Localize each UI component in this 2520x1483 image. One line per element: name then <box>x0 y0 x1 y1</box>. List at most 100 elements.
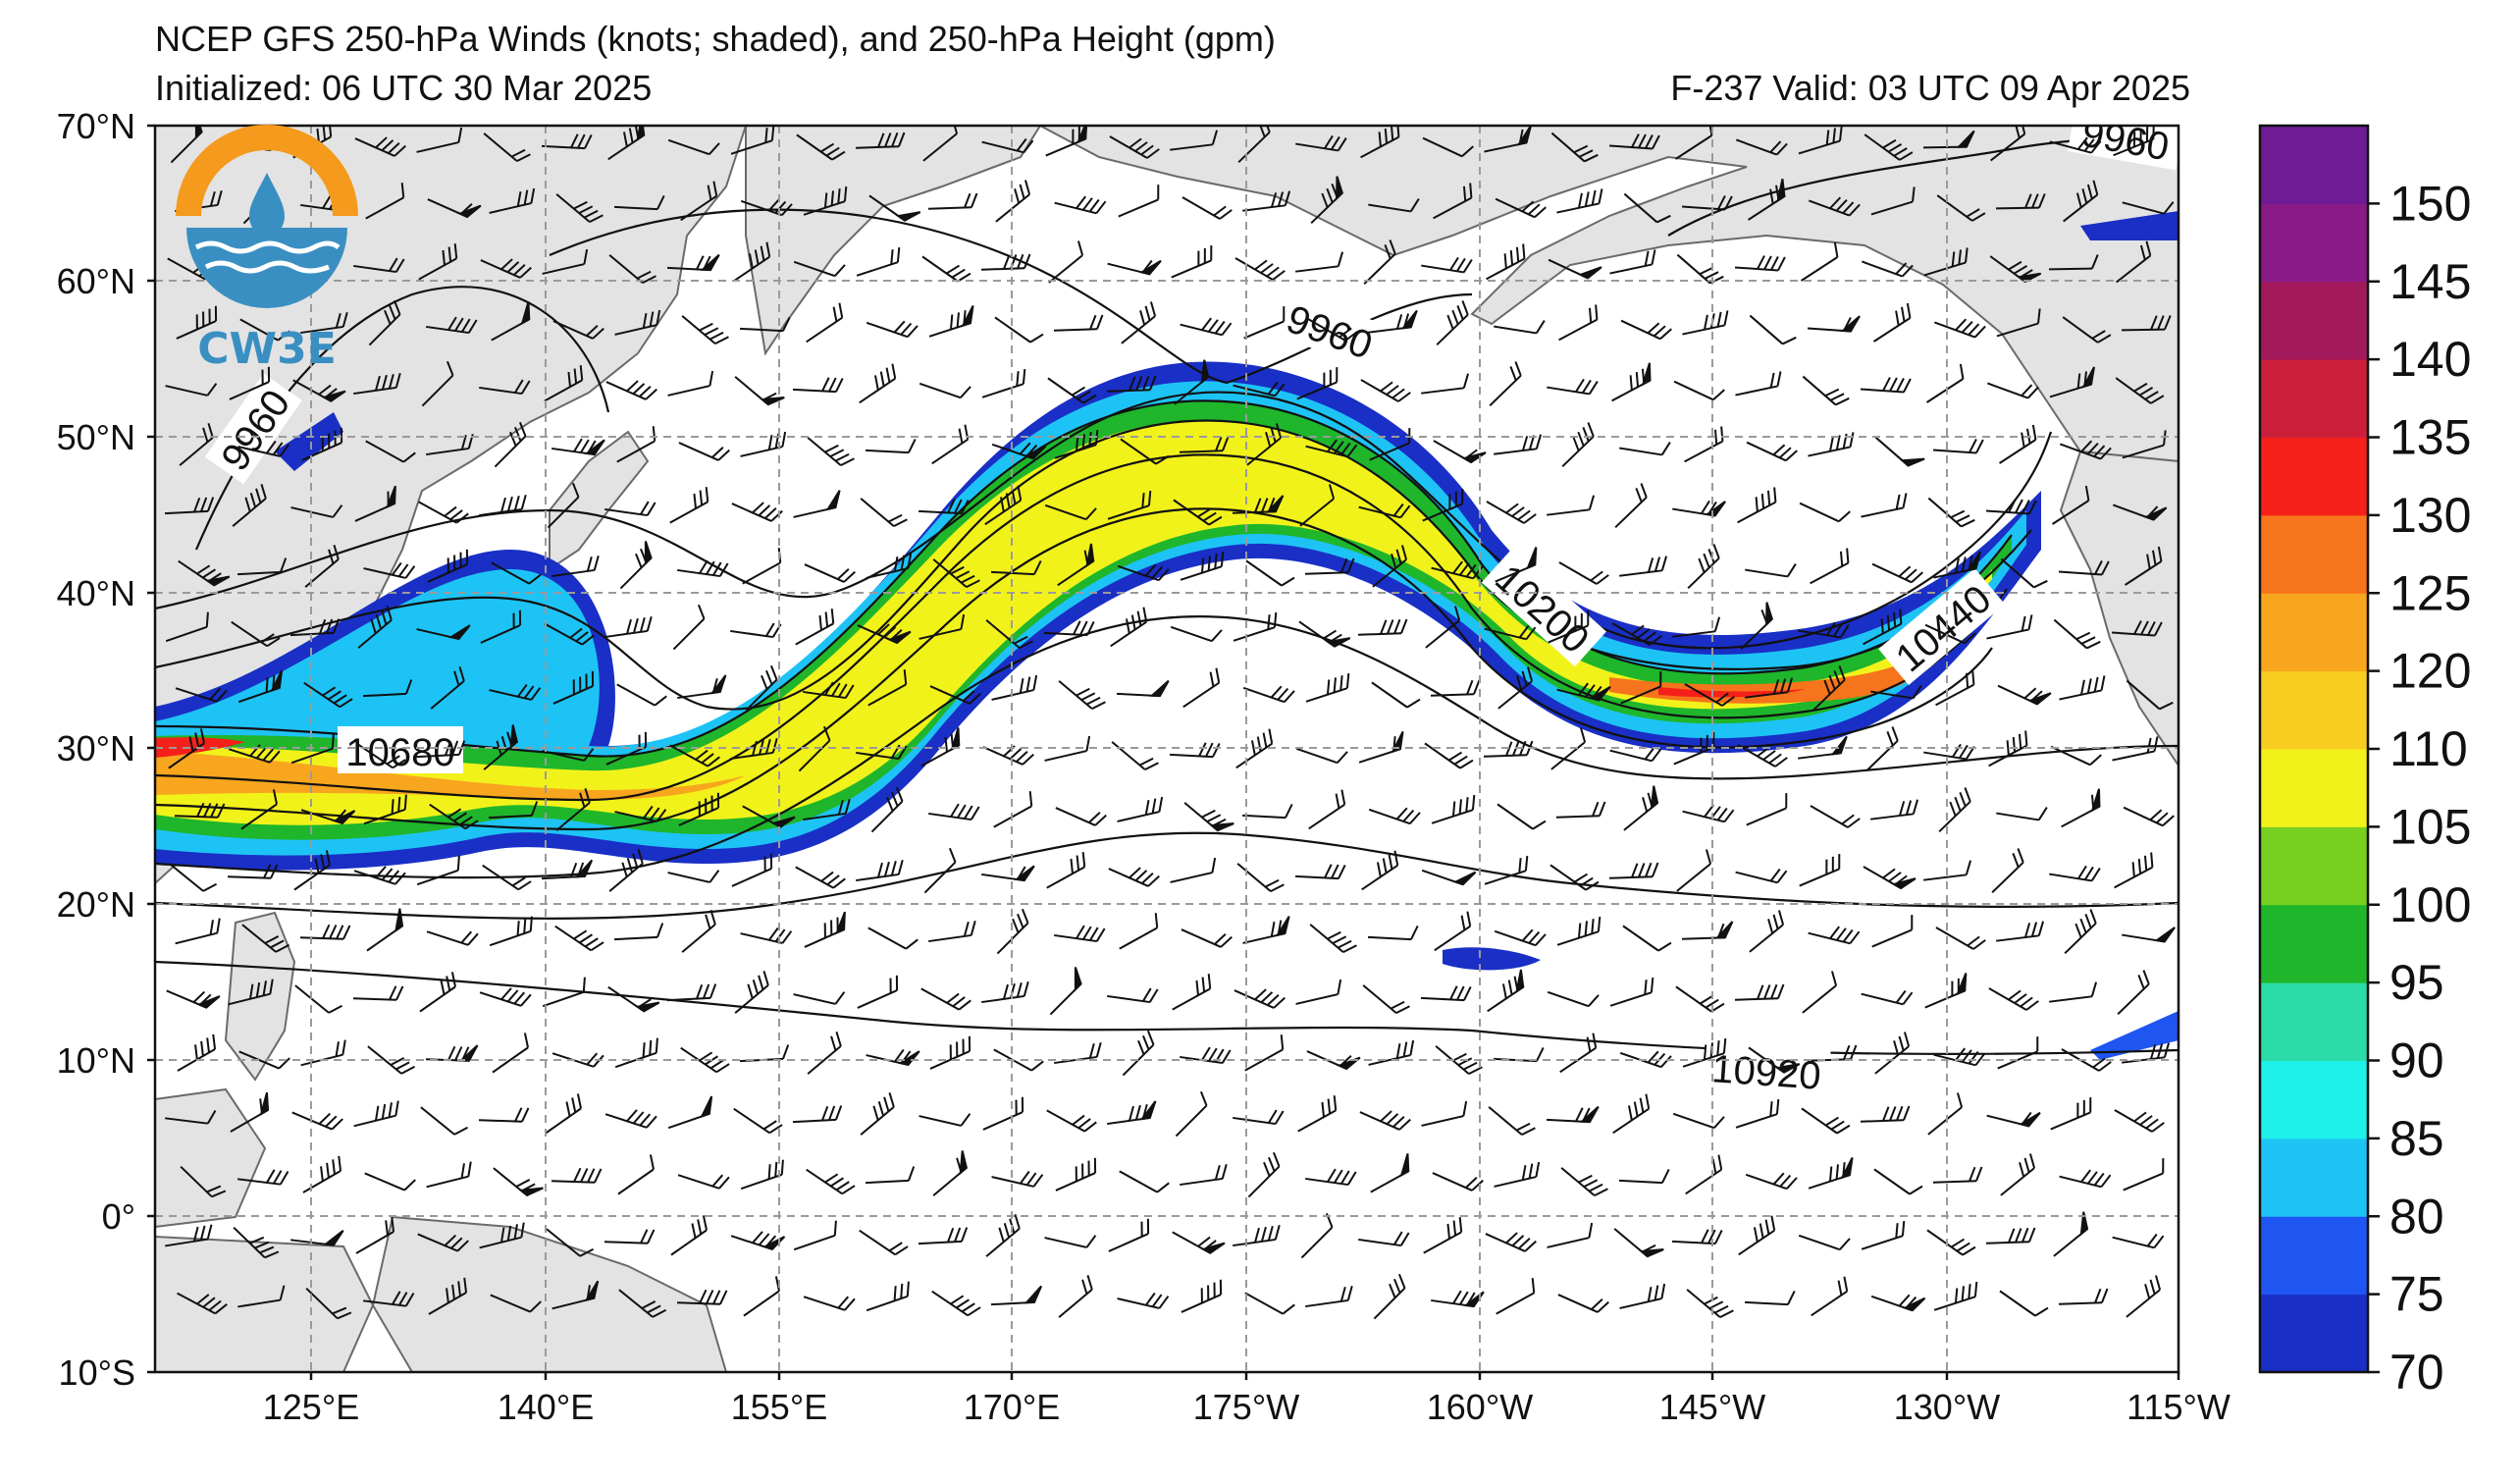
wind-barb <box>1108 1218 1150 1252</box>
wind-barb <box>1245 559 1295 587</box>
wind-barb <box>806 1168 856 1195</box>
wind-barb <box>1860 377 1912 394</box>
wind-barb <box>1735 371 1782 397</box>
wind-barb <box>1305 439 1358 458</box>
colorbar-tick-label: 90 <box>2389 1033 2444 1088</box>
wind-barb <box>1295 134 1347 152</box>
wind-barb <box>982 1096 1024 1131</box>
wind-barb <box>1308 789 1346 830</box>
wind-barb <box>667 370 714 397</box>
lon-label-140e: 140°E <box>498 1387 594 1427</box>
colorbar-cell <box>2260 281 2368 360</box>
wind-barb <box>427 549 469 583</box>
wind-barb <box>227 864 279 879</box>
wind-barb <box>1871 915 1914 948</box>
wind-barb <box>604 1109 657 1129</box>
wind-barb <box>1547 1222 1594 1248</box>
wind-barb <box>233 1226 280 1259</box>
wind-barb <box>366 908 404 952</box>
wind-barb <box>164 497 215 515</box>
wind-barb <box>1933 1281 1978 1311</box>
wind-barb <box>2048 254 2099 271</box>
wind-barb <box>1684 683 1735 707</box>
wind-barb <box>666 983 717 1002</box>
colorbar-cell <box>2260 1216 2368 1296</box>
wind-barb <box>734 970 769 1014</box>
wind-barb <box>607 985 660 1013</box>
wind-barb <box>165 383 218 397</box>
wind-barb <box>1735 1098 1780 1129</box>
wind-barb <box>1556 188 1603 214</box>
wind-barb <box>1107 490 1152 520</box>
wind-barb <box>1807 315 1861 333</box>
wind-barb <box>1557 1294 1609 1313</box>
land-north-america-west <box>2059 450 2179 768</box>
wind-barb <box>743 1276 781 1317</box>
wind-barb <box>2123 1158 2165 1192</box>
wind-barb <box>418 501 469 524</box>
wind-barb <box>981 980 1029 1004</box>
wind-barb <box>176 305 218 340</box>
wind-barb <box>1802 375 1850 406</box>
wind-barb <box>551 1280 600 1310</box>
wind-barb <box>1611 362 1652 402</box>
wind-barb <box>731 853 773 887</box>
wind-barb <box>1373 1273 1406 1320</box>
wind-barb <box>667 1095 713 1130</box>
jet-fragment-east <box>2090 1011 2179 1060</box>
wind-barb <box>1357 618 1408 636</box>
wind-barb <box>1871 562 1923 584</box>
logo-text: CW3E <box>197 324 337 374</box>
wind-barb <box>2114 1109 2165 1133</box>
wind-barb <box>680 181 718 222</box>
wind-barb <box>1861 1220 1906 1250</box>
wind-barb <box>1368 1039 1415 1066</box>
colorbar-tick-label: 135 <box>2389 410 2471 465</box>
wind-barb <box>1623 785 1659 831</box>
wind-barb <box>2049 981 2098 1003</box>
wind-barb <box>1233 611 1278 642</box>
wind-barb <box>1926 363 1965 403</box>
wind-barb <box>866 553 913 579</box>
wind-barb <box>1109 135 1160 159</box>
wind-barb <box>1107 1100 1157 1126</box>
wind-barb <box>1675 985 1725 1013</box>
wind-barb <box>1997 684 2052 706</box>
colorbar-tick-label: 125 <box>2389 565 2471 620</box>
wind-barb <box>545 1093 583 1135</box>
wind-barb <box>1738 1215 1776 1256</box>
wind-barb <box>929 685 981 705</box>
wind-barb <box>551 1167 603 1184</box>
wind-barb <box>1609 746 1662 763</box>
wind-barb <box>1810 548 1850 585</box>
wind-barb <box>1985 499 2037 515</box>
wind-barb <box>1299 484 1336 527</box>
wind-barb <box>1558 304 1599 342</box>
wind-barb <box>300 311 348 335</box>
wind-barb <box>1182 667 1221 709</box>
wind-barb <box>666 253 720 272</box>
lon-label-170e: 170°E <box>964 1387 1060 1427</box>
wind-barb <box>1870 1294 1926 1312</box>
wind-barb <box>1120 438 1170 465</box>
wind-barb <box>807 1031 842 1075</box>
wind-barb <box>669 487 709 524</box>
wind-barb <box>2059 440 2112 460</box>
wind-barb <box>981 368 1026 398</box>
wind-barb <box>491 561 542 585</box>
wind-barb <box>490 1294 542 1313</box>
wind-barb <box>792 377 844 394</box>
colorbar-cell <box>2260 1138 2368 1217</box>
wind-barb <box>932 1150 968 1196</box>
wind-barb <box>1423 1217 1463 1254</box>
wind-barb <box>177 1292 228 1315</box>
wind-barb <box>1174 359 1210 405</box>
wind-barb <box>1244 1292 1295 1315</box>
wind-barb <box>669 744 720 768</box>
wind-barb <box>1734 983 1785 1001</box>
jet-band-120kt <box>155 751 746 800</box>
wind-barb <box>919 382 971 399</box>
contour-label-10920: 10920 <box>1710 1047 1822 1098</box>
wind-barb <box>981 137 1034 154</box>
wind-barb <box>1295 979 1342 1005</box>
